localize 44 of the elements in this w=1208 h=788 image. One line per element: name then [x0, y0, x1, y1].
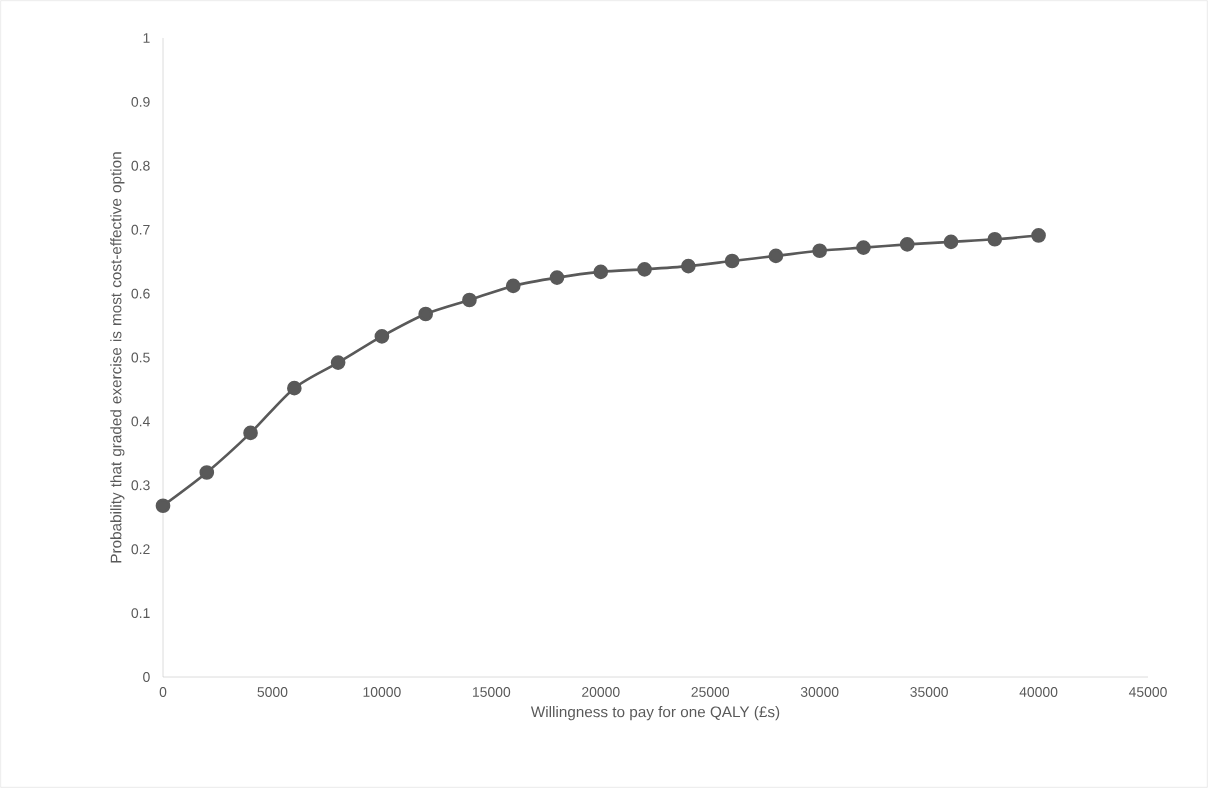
point — [505, 278, 521, 294]
point — [199, 465, 215, 480]
point — [987, 231, 1003, 247]
y-tick-label: 0.5 — [131, 352, 150, 363]
point — [374, 329, 390, 344]
point — [287, 380, 302, 396]
y-tick-label: 0.3 — [131, 480, 150, 491]
point — [243, 425, 258, 441]
x-tick-label: 0 — [159, 687, 167, 697]
y-tick-label: 0.6 — [131, 288, 150, 299]
y-axis-title: Probability that graded exercise is most cost-effective option — [110, 152, 125, 563]
point — [593, 264, 609, 280]
point — [637, 261, 652, 277]
x-tick-label: 40000 — [1019, 687, 1058, 697]
point — [943, 234, 959, 250]
y-tick-label: 0.9 — [131, 96, 150, 107]
y-tick-label: 0 — [143, 672, 150, 682]
y-tick-label: 0.4 — [131, 416, 150, 427]
point — [681, 258, 696, 274]
x-tick-label: 20000 — [582, 687, 620, 697]
x-tick-label: 35000 — [910, 687, 948, 697]
y-tick-label: 0.8 — [131, 160, 150, 171]
x-tick-label: 25000 — [691, 687, 730, 697]
y-tick-label: 1 — [143, 33, 150, 43]
x-tick-label: 10000 — [363, 687, 401, 697]
x-tick-label: 15000 — [473, 687, 511, 697]
point — [812, 243, 827, 259]
point — [899, 237, 915, 252]
point — [724, 253, 740, 269]
y-tick-label: 0.2 — [131, 544, 150, 555]
y-tick-label: 0.1 — [131, 608, 150, 619]
x-axis-title: Willingness to pay for one QALY (£s) — [530, 706, 780, 721]
point — [549, 270, 565, 285]
x-tick-label: 45000 — [1128, 687, 1167, 697]
point — [155, 498, 171, 514]
point — [462, 292, 477, 308]
point — [418, 306, 433, 322]
point — [1031, 228, 1046, 243]
x-tick-label: 5000 — [257, 687, 288, 697]
point — [856, 240, 871, 255]
point — [330, 355, 346, 370]
x-tick-label: 30000 — [800, 687, 839, 697]
point — [768, 248, 784, 264]
y-tick-label: 0.7 — [131, 224, 150, 235]
